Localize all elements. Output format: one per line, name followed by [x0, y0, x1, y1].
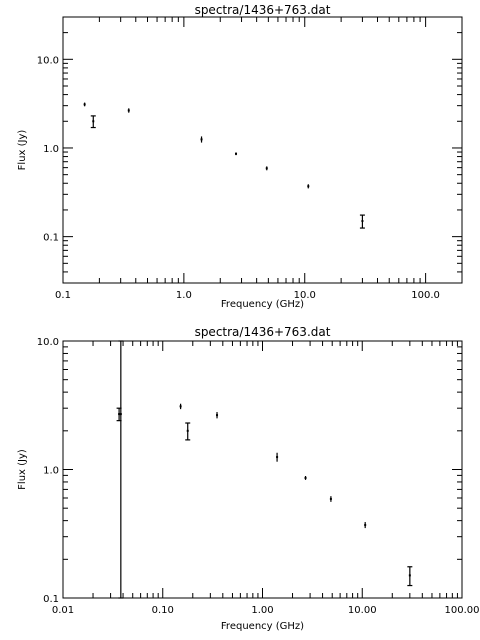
x-tick-label: 0.1 — [55, 290, 71, 301]
y-tick-label: 10.0 — [37, 55, 59, 66]
plot-frame — [62, 340, 463, 599]
data-point — [364, 522, 367, 529]
y-tick-label: 1.0 — [43, 144, 59, 155]
data-point — [179, 403, 182, 410]
data-point — [235, 152, 238, 156]
x-tick-label: 0.10 — [152, 605, 174, 616]
x-tick-label: 10.00 — [348, 605, 377, 616]
minor-ticks — [63, 341, 462, 598]
data-point — [265, 166, 268, 171]
data-point — [200, 136, 203, 143]
data-point — [329, 496, 332, 502]
x-tick-label: 1.00 — [251, 605, 273, 616]
data-point — [83, 102, 86, 107]
plot-frame — [62, 16, 463, 284]
data-point — [359, 214, 365, 229]
x-axis-label: Frequency (GHz) — [221, 299, 304, 310]
minor-ticks — [63, 16, 463, 284]
y-axis-label: Flux (Jy) — [17, 449, 28, 490]
y-tick-label: 0.1 — [43, 233, 59, 244]
data-point — [276, 452, 279, 462]
data-point — [90, 115, 96, 129]
x-tick-label: 0.01 — [52, 605, 74, 616]
data-point — [304, 476, 307, 480]
y-tick-label: 1.0 — [43, 466, 59, 477]
x-tick-label: 10.0 — [294, 290, 316, 301]
data-point — [307, 184, 310, 189]
data-point — [407, 566, 413, 587]
lower-chart: 0.01 0.10 1.00 10.00 100.00 0.1 1.0 10.0 spectra… — [17, 325, 480, 632]
x-tick-label: 100.0 — [411, 290, 440, 301]
upper-chart: 0.1 1.0 10.0 100.0 0.1 1.0 10.0 spectra/1436+76… — [17, 3, 463, 310]
chart-title: spectra/1436+763.dat — [195, 3, 331, 17]
data-point — [127, 108, 130, 113]
y-tick-label: 10.0 — [37, 337, 59, 348]
x-axis-label: Frequency (GHz) — [221, 621, 304, 632]
data-point — [185, 422, 191, 441]
y-tick-label: 0.1 — [43, 594, 59, 605]
x-tick-label: 1.0 — [176, 290, 192, 301]
chart-title: spectra/1436+763.dat — [195, 325, 331, 339]
x-tick-label: 100.00 — [445, 605, 480, 616]
y-axis-label: Flux (Jy) — [17, 130, 28, 171]
data-point — [118, 340, 124, 599]
data-point — [216, 412, 219, 419]
